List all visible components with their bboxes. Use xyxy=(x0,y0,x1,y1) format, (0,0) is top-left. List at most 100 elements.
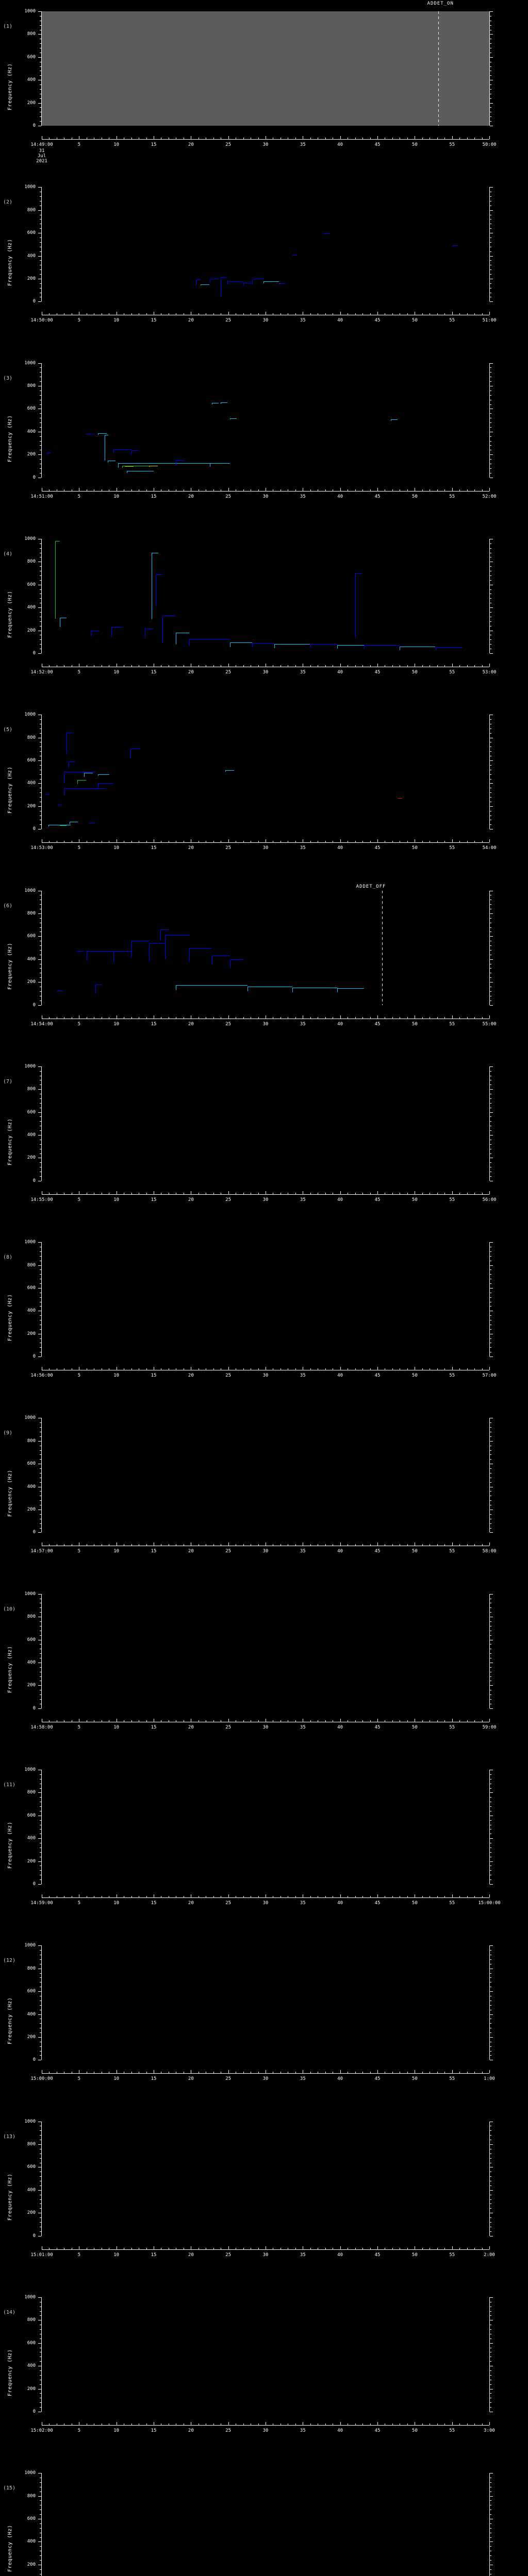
x-tick-minor xyxy=(310,1720,311,1722)
y-tick-major-right xyxy=(490,2297,493,2298)
x-tick-label: 15:02:00 xyxy=(30,2428,53,2433)
x-tick-minor xyxy=(295,313,296,315)
x-tick-major xyxy=(452,2246,453,2249)
trace-segment xyxy=(122,466,154,468)
y-axis-right xyxy=(489,2297,490,2412)
y-tick-minor xyxy=(40,2051,41,2052)
y-tick-label: 400 xyxy=(27,1836,36,1841)
x-tick-major xyxy=(489,1543,490,1546)
y-axis-right xyxy=(489,715,490,829)
y-tick-minor-right xyxy=(490,733,491,734)
x-tick-label: 25 xyxy=(225,2428,232,2433)
x-tick-label: 45 xyxy=(374,2428,381,2433)
y-tick-minor-right xyxy=(490,1879,491,1880)
y-tick-minor-right xyxy=(490,2482,491,2483)
y-tick-minor-right xyxy=(490,1607,491,1608)
trace-segment xyxy=(263,281,279,283)
y-tick-minor-right xyxy=(490,1329,491,1330)
trace-segment xyxy=(230,418,237,419)
x-tick-minor xyxy=(362,2423,363,2425)
y-tick-minor xyxy=(40,548,41,549)
x-tick-label: 14:52:00 xyxy=(30,669,53,675)
y-tick-major-right xyxy=(490,1991,493,1992)
y-tick-minor xyxy=(40,1269,41,1270)
x-tick-minor xyxy=(280,841,281,843)
x-tick-major xyxy=(228,1191,229,1194)
trace-segment xyxy=(48,825,71,826)
y-tick-minor-right xyxy=(490,977,491,978)
x-tick-label: 20 xyxy=(188,1724,194,1730)
x-tick-minor xyxy=(295,841,296,843)
y-tick-minor-right xyxy=(490,459,491,460)
y-tick-major xyxy=(38,1685,41,1686)
x-tick-minor xyxy=(131,1192,132,1194)
y-tick-minor xyxy=(40,2046,41,2047)
x-tick-label: 50 xyxy=(411,1021,418,1027)
y-tick-minor-right xyxy=(490,1084,491,1085)
x-tick-minor xyxy=(459,138,460,139)
y-tick-minor xyxy=(40,2176,41,2177)
x-tick-major xyxy=(228,1894,229,1897)
y-tick-minor-right xyxy=(490,1820,491,1821)
x-tick-label: 10 xyxy=(113,1373,120,1379)
panel-index-label: (9) xyxy=(3,1430,13,1436)
x-tick-label: 35 xyxy=(300,1197,306,1202)
y-tick-minor-right xyxy=(490,75,491,76)
x-tick-minor xyxy=(407,1896,408,1897)
x-tick-minor xyxy=(325,1896,326,1897)
x-tick-minor xyxy=(474,2072,475,2074)
y-tick-minor-right xyxy=(490,107,491,108)
x-tick-label: 30 xyxy=(262,845,269,851)
x-tick-minor xyxy=(422,138,423,139)
x-tick-label: 30 xyxy=(262,2076,269,2082)
plot-area xyxy=(42,2473,489,2576)
y-axis-title: Frequency (Hz) xyxy=(7,63,13,110)
y-tick-minor xyxy=(40,1977,41,1978)
y-tick-minor xyxy=(40,1338,41,1339)
x-tick-major xyxy=(489,136,490,139)
y-tick-major-right xyxy=(490,1594,493,1595)
y-tick-label: 200 xyxy=(27,100,36,106)
y-tick-major xyxy=(38,1265,41,1266)
trace-segment xyxy=(77,951,84,953)
x-tick-minor xyxy=(437,138,438,139)
y-tick-minor xyxy=(40,1612,41,1613)
y-tick-minor-right xyxy=(490,1468,491,1469)
y-tick-minor-right xyxy=(490,1676,491,1677)
y-tick-label: 600 xyxy=(27,758,36,763)
y-tick-minor xyxy=(40,2407,41,2408)
y-tick-minor xyxy=(40,575,41,576)
y-tick-major-right xyxy=(490,2144,493,2145)
x-tick-minor xyxy=(310,2423,311,2425)
x-tick-minor xyxy=(49,2247,50,2249)
x-tick-label: 50 xyxy=(411,2252,418,2258)
x-tick-minor xyxy=(213,1896,214,1897)
y-tick-major xyxy=(38,1884,41,1885)
y-tick-minor-right xyxy=(490,1528,491,1529)
y-tick-minor-right xyxy=(490,2217,491,2218)
x-tick-label: 55 xyxy=(449,1724,455,1730)
y-tick-minor xyxy=(40,2023,41,2024)
y-tick-minor-right xyxy=(490,1098,491,1099)
y-tick-minor-right xyxy=(490,2546,491,2547)
x-tick-major xyxy=(452,1718,453,1722)
y-tick-minor xyxy=(40,1514,41,1515)
x-tick-minor xyxy=(407,313,408,315)
trace-segment xyxy=(243,283,252,286)
x-tick-minor xyxy=(422,2423,423,2425)
trace-segment xyxy=(108,461,116,463)
x-tick-minor xyxy=(422,841,423,843)
y-tick-major xyxy=(38,1532,41,1533)
y-tick-label: 200 xyxy=(27,2386,36,2392)
x-tick-label: 50 xyxy=(411,494,418,499)
panel-index-label: (8) xyxy=(3,1255,13,1261)
panel-index-label: (3) xyxy=(3,375,13,381)
y-tick-minor xyxy=(40,1621,41,1622)
panel-index-label: (10) xyxy=(3,1606,16,1612)
x-tick-label: 15 xyxy=(151,2076,157,2082)
y-tick-label: 400 xyxy=(27,2539,36,2545)
x-tick-minor xyxy=(362,2072,363,2074)
y-tick-minor-right xyxy=(490,89,491,90)
x-tick-minor xyxy=(437,1720,438,1722)
trace-segment xyxy=(176,633,189,645)
